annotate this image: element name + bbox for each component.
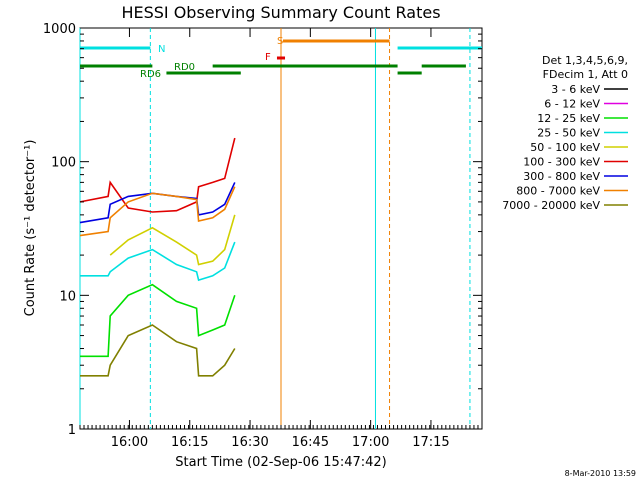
legend-entry-label: 3 - 6 keV [551, 83, 600, 96]
series-line-8 [79, 186, 236, 237]
x-tick-label: 16:45 [292, 435, 329, 450]
y-tick-label: 1 [68, 423, 76, 438]
y-axis-ticks: 1 10 100 1000 [43, 22, 482, 438]
x-tick-label: 16:30 [231, 435, 268, 450]
legend-entry-label: 800 - 7000 keV [516, 185, 600, 198]
legend-header: FDecim 1, Att 0 [543, 68, 628, 81]
legend-entry-label: 7000 - 20000 keV [502, 199, 600, 212]
legend-entry-label: 6 - 12 keV [544, 98, 600, 111]
series-line-9 [80, 324, 236, 377]
legend-entry-label: 50 - 100 keV [530, 141, 600, 154]
y-tick-label: 10 [59, 289, 76, 304]
x-tick-label: 17:15 [412, 435, 449, 450]
flags-layer: N SF RD0 RD6 [79, 28, 482, 429]
y-axis-label: Count Rate (s⁻¹ detector⁻¹) [23, 140, 38, 317]
legend-header: Det 1,3,4,5,6,9, [542, 54, 628, 67]
legend-entry-label: 12 - 25 keV [537, 112, 600, 125]
x-axis-ticks: 16:00 16:15 16:30 16:45 17:00 17:15 [79, 28, 483, 450]
series-line-4 [80, 241, 236, 282]
x-tick-label: 16:15 [171, 435, 208, 450]
series-line-7 [79, 182, 236, 224]
footer-timestamp: 8-Mar-2010 13:59 [565, 469, 636, 478]
x-tick-label: 17:00 [352, 435, 389, 450]
legend-entry-label: 25 - 50 keV [537, 127, 600, 140]
x-axis-label: Start Time (02-Sep-06 15:47:42) [175, 455, 386, 470]
x-tick-label: 16:00 [111, 435, 148, 450]
flag-label: RD6 [140, 69, 161, 80]
series-line-6 [79, 137, 236, 213]
legend-entry-label: 300 - 800 keV [523, 170, 600, 183]
legend-entry-label: 100 - 300 keV [523, 156, 600, 169]
flag-label: RD0 [174, 62, 195, 73]
series-layer [79, 137, 236, 377]
flag-label: N [158, 44, 165, 55]
flag-label: F [265, 52, 271, 63]
flag-label: S [277, 36, 283, 47]
y-tick-label: 1000 [43, 22, 76, 37]
legend: Det 1,3,4,5,6,9,FDecim 1, Att 0 3 - 6 keV… [502, 54, 628, 212]
y-tick-label: 100 [51, 156, 76, 171]
series-line-3 [80, 283, 236, 358]
chart-title: HESSI Observing Summary Count Rates [121, 3, 440, 22]
series-line-5 [109, 214, 236, 266]
